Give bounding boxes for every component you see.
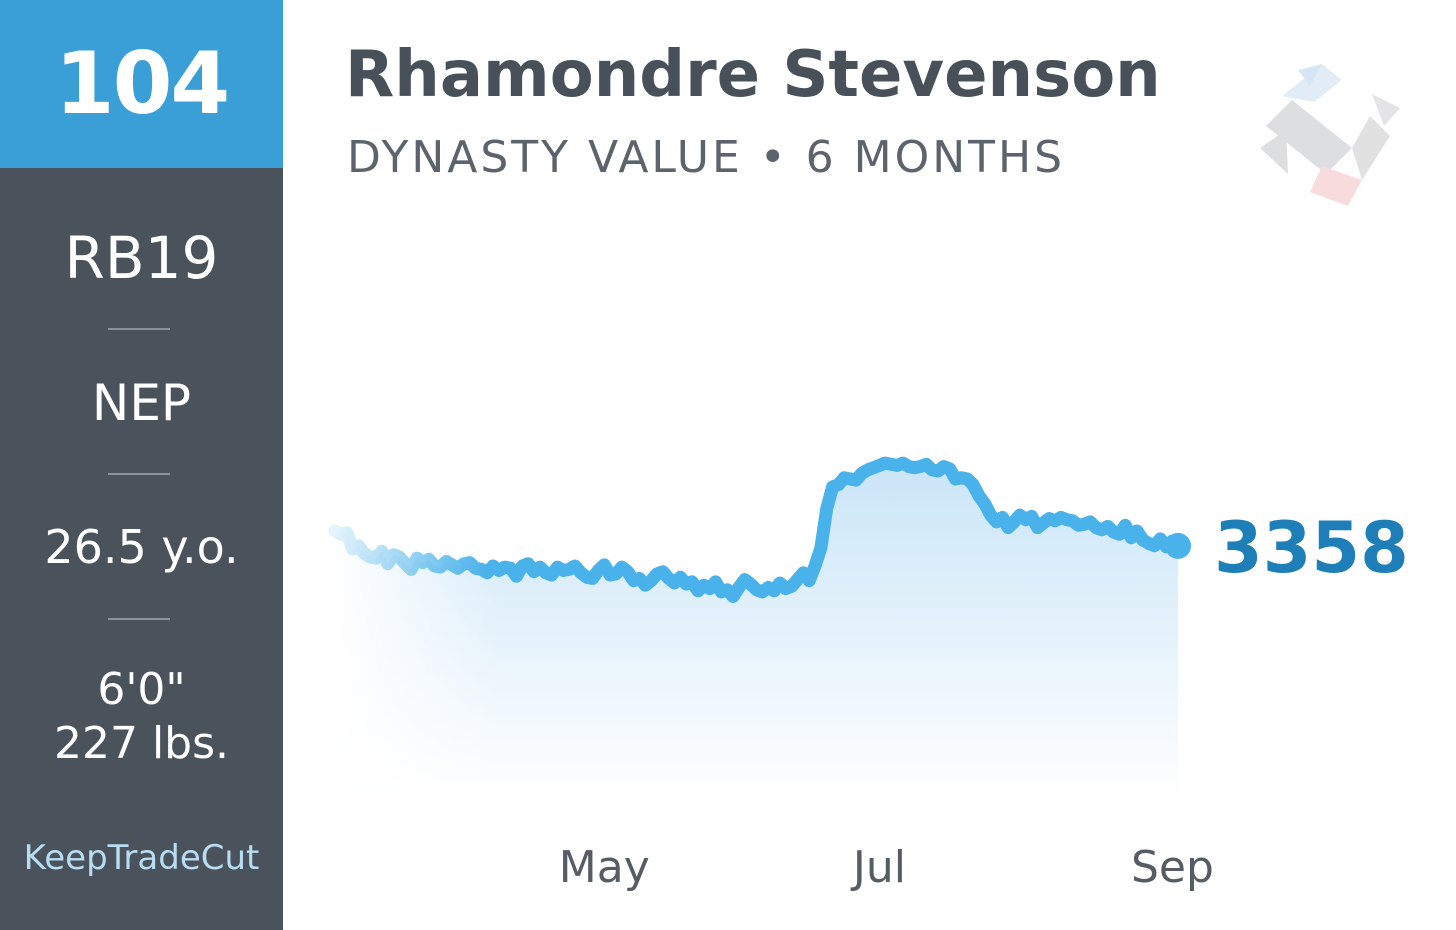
x-tick-label: Jul	[850, 842, 906, 893]
series-line	[328, 456, 1185, 603]
x-tick-label: May	[559, 842, 650, 893]
divider	[108, 473, 170, 475]
divider	[108, 618, 170, 620]
player-sidebar: 104 RB19 NEP 26.5 y.o. 6'0" 227 lbs. Kee…	[0, 0, 283, 930]
height: 6'0"	[97, 664, 186, 715]
overall-rank: 104	[54, 34, 231, 134]
position-rank: RB19	[64, 224, 219, 292]
overall-rank-badge: 104	[0, 0, 283, 168]
weight: 227 lbs.	[53, 718, 230, 769]
three-arrows-logo-icon	[1260, 64, 1400, 206]
x-tick-label: Sep	[1131, 842, 1214, 893]
player-name: Rhamondre Stevenson	[345, 38, 1161, 112]
end-point	[1165, 532, 1191, 559]
team: NEP	[91, 374, 192, 432]
area-fade	[333, 402, 1180, 802]
divider	[108, 328, 170, 330]
age: 26.5 y.o.	[44, 520, 239, 574]
chart-subtitle: DYNASTY VALUE • 6 MONTHS	[347, 132, 1066, 183]
brand-name: KeepTradeCut	[23, 838, 260, 878]
end-value-label: 3358	[1214, 507, 1409, 589]
